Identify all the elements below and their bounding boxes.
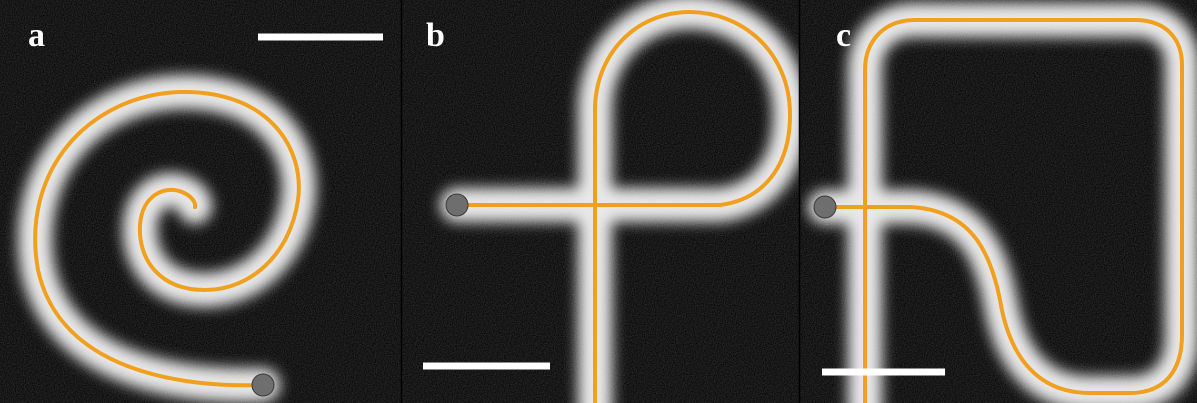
trajectory — [823, 18, 1184, 403]
panel-a: a — [18, 17, 383, 403]
start-point — [813, 195, 837, 219]
start-point — [445, 193, 469, 217]
start-point — [251, 373, 275, 397]
trajectory — [455, 10, 792, 403]
panel-c: c — [808, 3, 1197, 403]
trajectory — [33, 89, 301, 388]
panel-label: c — [836, 17, 851, 54]
panel-label: b — [426, 17, 445, 54]
panel-label: a — [28, 17, 45, 54]
panel-b: b — [423, 0, 799, 403]
